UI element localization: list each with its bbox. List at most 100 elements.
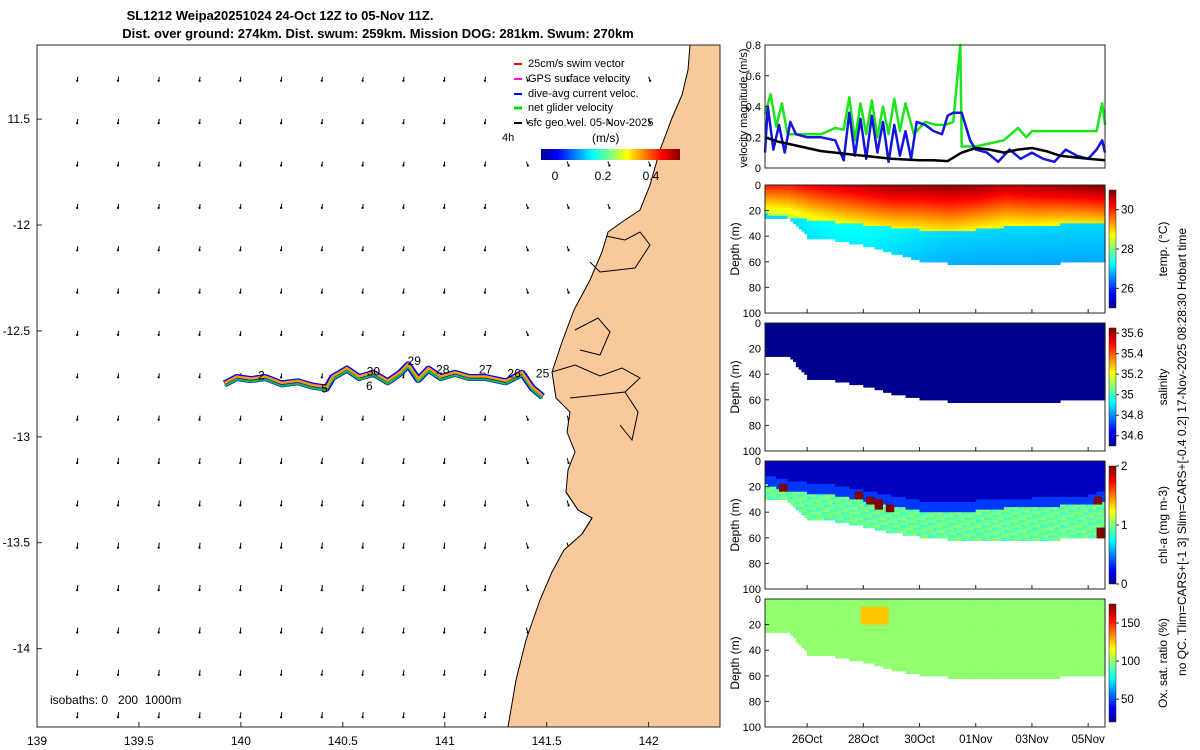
temp-cell: [981, 249, 985, 253]
temp-cell: [1006, 205, 1011, 209]
temp-cell: [812, 236, 817, 240]
temp-cell: [1006, 190, 1011, 194]
temp-cell: [1006, 233, 1011, 237]
vector-arrowhead: [443, 249, 446, 252]
legend-4h-note: 4h: [502, 132, 514, 144]
temp-cell: [942, 202, 946, 207]
temp-cell: [807, 187, 811, 191]
temp-cell: [1023, 246, 1027, 250]
temp-cell: [874, 228, 878, 232]
temp-cell: [919, 187, 923, 191]
temp-cell: [1006, 223, 1011, 227]
temp-cell: [869, 213, 873, 217]
temp-cell: [1020, 215, 1025, 219]
temp-cell: [984, 197, 988, 201]
temp-cell: [925, 238, 929, 242]
temp-cell: [899, 243, 904, 248]
temp-cell: [919, 200, 923, 204]
temp-cell: [947, 197, 951, 201]
temp-cell: [919, 251, 923, 255]
temp-cell: [883, 210, 887, 214]
temp-cell: [1034, 226, 1039, 230]
vector-arrowhead: [402, 589, 405, 592]
temp-cell: [826, 197, 831, 201]
vector-arrowhead: [76, 546, 79, 549]
temp-cell: [961, 215, 966, 219]
vector-arrowhead: [198, 249, 201, 252]
temp-cell: [987, 233, 991, 237]
temp-cell: [812, 187, 817, 191]
vector-arrowhead: [116, 206, 120, 209]
temp-cell: [970, 197, 974, 201]
temp-cell: [801, 215, 805, 219]
vector-arrowhead: [280, 418, 283, 421]
temp-cell: [928, 215, 932, 219]
speed-y-tick-label: 0.6: [746, 71, 761, 83]
temp-cell: [767, 210, 772, 214]
temp-cell: [939, 190, 943, 194]
temp-cell: [770, 187, 774, 191]
temp-cell: [843, 208, 848, 212]
temp-cell: [899, 202, 904, 207]
temp-cell: [984, 202, 988, 207]
temp-cell: [1037, 259, 1041, 263]
temp-cell: [826, 218, 831, 222]
temp-cell: [807, 226, 811, 230]
temp-cell: [866, 241, 870, 245]
temp-cell: [1023, 200, 1027, 204]
temp-cell: [849, 238, 853, 242]
temp-cell: [826, 190, 831, 194]
temp-cell: [891, 187, 895, 191]
temp-cell: [787, 195, 791, 199]
vector-arrowhead: [198, 291, 201, 294]
temp-cell: [810, 187, 814, 191]
temp-cell: [989, 223, 994, 227]
temp-cell: [967, 243, 971, 248]
temp-cell: [790, 208, 794, 212]
vector-arrowhead: [198, 122, 201, 125]
temp-cell: [818, 202, 822, 207]
temp-cell: [838, 231, 842, 235]
temp-cell: [885, 185, 890, 189]
temp-cell: [1037, 226, 1041, 230]
temp-cell: [810, 197, 814, 201]
temp-cell: [894, 200, 898, 204]
temp-cell: [807, 208, 811, 212]
temp-cell: [1023, 223, 1027, 227]
temp-cell: [942, 220, 946, 224]
temp-cell: [869, 228, 873, 232]
temp-cell: [1020, 254, 1025, 258]
temp-cell: [998, 254, 1002, 258]
temp-cell: [987, 249, 991, 253]
temp-cell: [944, 223, 949, 227]
temp-cell: [964, 218, 968, 222]
temp-cell: [795, 210, 800, 214]
temp-cell: [857, 205, 862, 209]
temp-cell: [824, 200, 828, 204]
temp-cell: [1023, 215, 1027, 219]
temp-cell: [1031, 236, 1036, 240]
temp-cell: [821, 215, 825, 219]
temp-cell: [928, 190, 932, 194]
temp-cell: [1017, 238, 1022, 242]
temp-cell: [1009, 228, 1013, 232]
temp-cell: [849, 241, 853, 245]
temp-cell: [852, 236, 856, 240]
temp-cell: [933, 246, 937, 250]
temp-cell: [1006, 259, 1011, 263]
temp-cell: [967, 187, 971, 191]
temp-cell: [964, 261, 968, 265]
temp-cell: [894, 233, 898, 237]
temp-cell: [925, 218, 929, 222]
temp-cell: [877, 213, 881, 217]
vector-arrowhead: [402, 461, 405, 465]
temp-cell: [897, 205, 901, 209]
temp-cell: [866, 231, 870, 235]
temp-cell: [1001, 197, 1005, 201]
temp-cell: [1026, 197, 1030, 201]
temp-cell: [950, 259, 954, 263]
temp-cell: [964, 220, 968, 224]
temp-cell: [1037, 256, 1041, 260]
temp-cell: [795, 192, 800, 196]
temp-cell: [970, 215, 974, 219]
